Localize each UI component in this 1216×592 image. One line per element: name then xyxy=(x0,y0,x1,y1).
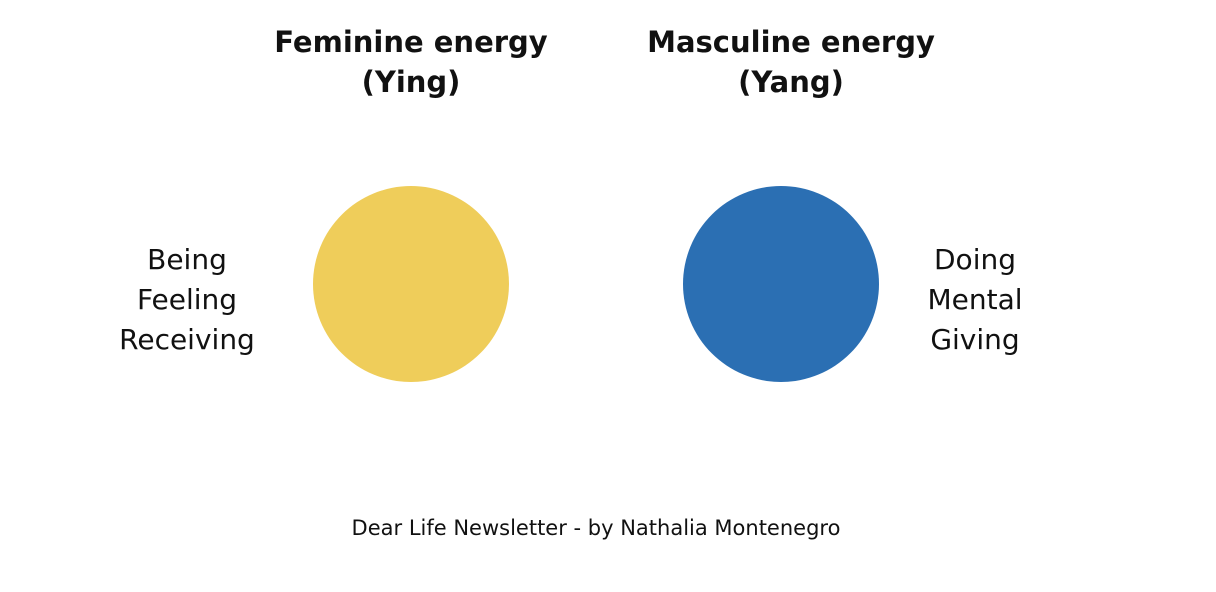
word: Giving xyxy=(930,323,1019,356)
footer: Dear Life Newsletter - by Nathalia Monte… xyxy=(352,516,841,540)
title-line: (Ying) xyxy=(362,65,461,99)
word: Feeling xyxy=(137,283,237,316)
title-line: Feminine energy xyxy=(274,25,548,59)
word: Mental xyxy=(927,283,1022,316)
energy-circle xyxy=(313,186,509,382)
title-line: (Yang) xyxy=(738,65,844,99)
word: Receiving xyxy=(119,323,255,356)
energy-circle xyxy=(683,186,879,382)
word: Being xyxy=(147,243,227,276)
word: Doing xyxy=(934,243,1016,276)
title-line: Masculine energy xyxy=(647,25,935,59)
